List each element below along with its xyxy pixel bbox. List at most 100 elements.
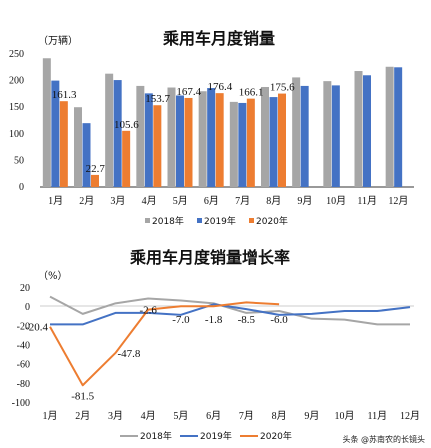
bar-2019年-11月 — [363, 75, 371, 187]
line-x-tick-label: 5月 — [173, 410, 188, 422]
bar-x-tick-label: 2月 — [79, 195, 94, 207]
line-y-tick-label: 0 — [25, 302, 30, 313]
bar-2018年-3月 — [105, 73, 114, 187]
bar-x-tick-label: 12月 — [388, 195, 408, 207]
bar-data-label: 167.4 — [176, 86, 201, 98]
bar-y-tick-label: 50 — [14, 155, 24, 166]
bar-2018年-7月 — [229, 101, 238, 187]
line-series-group — [49, 295, 411, 387]
bar-2019年-4月 — [144, 93, 153, 187]
bar-legend-label: 2019年 — [204, 215, 236, 227]
bar-x-tick-label: 6月 — [204, 195, 219, 207]
bar-2018年-5月 — [167, 87, 176, 187]
line-data-label: -81.5 — [71, 390, 94, 402]
bar-x-tick-label: 1月 — [48, 195, 63, 207]
bar-2018年-9月 — [292, 77, 301, 187]
bar-2020年-1月 — [59, 101, 68, 187]
bar-2020年-3月 — [122, 130, 131, 187]
bar-legend-label: 2018年 — [152, 215, 184, 227]
bar-2019年-5月 — [176, 95, 184, 187]
line-x-tick-label: 8月 — [272, 410, 287, 422]
monthly-sales-bar-chart: 乘用车月度销量 （万辆） 0 50 100 150 200 250 1月 2月 3月 4月 5月 6… — [9, 29, 414, 227]
bar-legend-swatch-2018年 — [145, 218, 150, 223]
bar-data-label: 176.4 — [208, 81, 233, 93]
growth-rate-line-chart: 乘用车月度销量增长率 （%） 20 0 -20 -40 -60 -80 -100 -20.4… — [12, 248, 420, 442]
bar-data-label: 175.6 — [270, 82, 295, 94]
line-legend-label: 2019年 — [200, 430, 232, 442]
bar-2020年-6月 — [215, 93, 224, 187]
line-x-tick-label: 6月 — [206, 410, 221, 422]
bar-2018年-11月 — [354, 71, 363, 187]
bar-legend-label: 2020年 — [256, 215, 288, 227]
line-x-tick-label: 9月 — [304, 410, 319, 422]
bar-y-tick-label: 0 — [19, 182, 24, 193]
bar-chart-title: 乘用车月度销量 — [162, 29, 275, 48]
line-y-tick-label: 20 — [20, 283, 30, 294]
line-x-tick-label: 10月 — [335, 410, 355, 422]
bar-2019年-12月 — [394, 67, 403, 187]
line-series-2018年 — [49, 295, 410, 326]
bar-x-tick-label: 5月 — [173, 195, 188, 207]
line-x-ticks: 1月 2月 3月 4月 5月 6月 7月 8月 9月 10月 11月 12月 — [43, 410, 421, 422]
bar-y-ticks: 0 50 100 150 200 250 — [9, 49, 24, 193]
bar-2019年-2月 — [82, 123, 91, 187]
bar-x-tick-label: 7月 — [235, 195, 250, 207]
bar-2018年-8月 — [261, 86, 269, 187]
bar-2018年-1月 — [42, 58, 51, 188]
line-legend-label: 2020年 — [260, 430, 292, 442]
line-data-label: -20.4 — [25, 322, 48, 334]
bar-2019年-8月 — [269, 97, 278, 187]
bar-2020年-4月 — [153, 105, 162, 187]
line-y-tick-label: -100 — [12, 398, 30, 409]
bar-2020年-2月 — [91, 174, 99, 187]
bar-legend-swatch-2019年 — [197, 218, 202, 223]
line-chart-title: 乘用车月度销量增长率 — [129, 248, 290, 267]
line-y-tick-label: -80 — [17, 379, 30, 390]
line-y-tick-label: -60 — [17, 360, 30, 371]
bar-2020年-8月 — [278, 93, 286, 187]
bar-legend-swatch-2020年 — [249, 218, 254, 223]
bar-chart-unit-label: （万辆） — [38, 34, 78, 47]
bar-y-tick-label: 100 — [9, 129, 24, 140]
line-x-tick-label: 2月 — [75, 410, 90, 422]
bar-x-tick-label: 9月 — [297, 195, 312, 207]
line-series-2019年 — [50, 303, 411, 326]
line-x-tick-label: 1月 — [43, 410, 58, 422]
line-legend: 2018年 2019年 2020年 — [120, 430, 292, 442]
line-y-tick-label: -40 — [17, 341, 30, 352]
bar-data-label: 166.1 — [239, 87, 264, 99]
bar-x-ticks: 1月 2月 3月 4月 5月 6月 7月 8月 9月 10月 11月 12月 — [48, 195, 408, 207]
bar-2019年-10月 — [331, 85, 340, 187]
bar-2018年-10月 — [323, 81, 332, 187]
bar-y-tick-label: 150 — [9, 102, 24, 113]
bar-data-label: 105.6 — [114, 119, 139, 131]
bar-data-labels: 161.3 22.7 105.6 153.7 167.4 176.4 166.1 175.6 — [52, 81, 295, 175]
bar-data-label: 153.7 — [145, 93, 170, 105]
line-data-label: -47.8 — [117, 348, 140, 360]
bar-2018年-2月 — [74, 107, 82, 187]
line-data-labels: -20.4 -81.5 -47.8 -2.6 -7.0 -1.8 -8.5 -6.0 — [25, 305, 288, 403]
bar-2019年-3月 — [113, 80, 122, 187]
bar-2019年-9月 — [300, 85, 309, 187]
bar-2018年-4月 — [136, 85, 145, 187]
line-y-ticks: 20 0 -20 -40 -60 -80 -100 — [12, 283, 30, 409]
line-x-tick-label: 3月 — [108, 410, 123, 422]
line-data-label: -1.8 — [205, 314, 223, 326]
line-x-tick-label: 12月 — [400, 410, 420, 422]
line-legend-label: 2018年 — [140, 430, 172, 442]
bar-2019年-7月 — [238, 102, 247, 187]
line-data-label: -7.0 — [172, 314, 190, 326]
line-y-tick-label: -20 — [17, 321, 30, 332]
bar-2020年-5月 — [184, 97, 193, 187]
bar-y-tick-label: 200 — [9, 76, 24, 87]
bar-legend: 2018年 2019年 2020年 — [145, 215, 288, 227]
bar-x-tick-label: 3月 — [110, 195, 125, 207]
bar-2020年-7月 — [246, 98, 255, 187]
bar-y-tick-label: 250 — [9, 49, 24, 60]
bar-2018年-6月 — [198, 91, 207, 187]
line-data-label: -2.6 — [139, 305, 157, 317]
watermark-text: 头条 @苏南农的长镜头 — [342, 434, 425, 444]
bar-x-tick-label: 11月 — [357, 195, 377, 207]
bar-data-label: 22.7 — [86, 163, 106, 175]
